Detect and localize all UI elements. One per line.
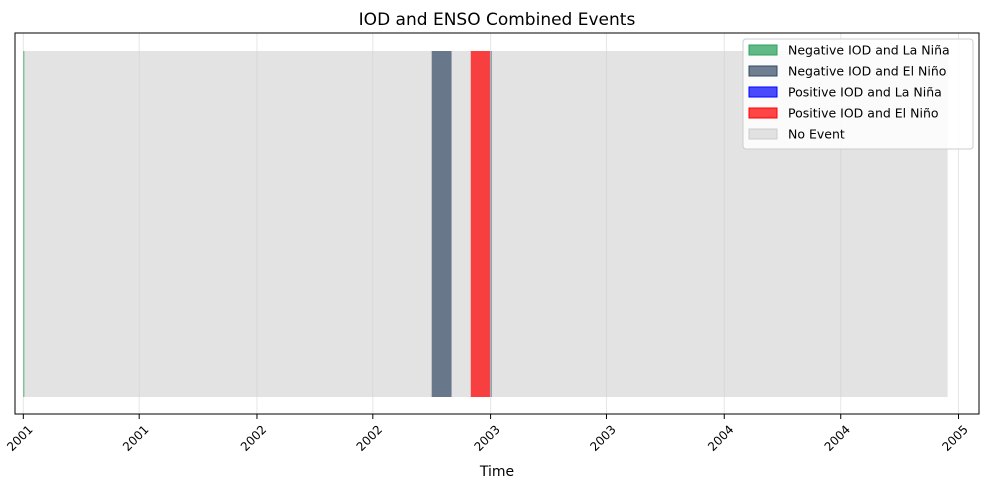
chart-title: IOD and ENSO Combined Events [359, 10, 636, 30]
legend-label: Positive IOD and El Niño [788, 106, 939, 121]
plot-frame [14, 32, 980, 415]
x-axis: 2001 2001 2002 2002 2003 2003 2004 2004 2005 [4, 414, 971, 454]
x-axis-label: Time [479, 464, 514, 480]
legend-label: Positive IOD and La Niña [788, 85, 942, 100]
legend-swatch [748, 44, 778, 56]
legend-box [742, 38, 974, 150]
legend: Negative IOD and La Niña Negative IOD and… [742, 38, 974, 150]
event-spans [23, 51, 948, 397]
event-span [23, 51, 25, 397]
legend-label: No Event [788, 127, 845, 142]
legend-label: Negative IOD and La Niña [788, 43, 950, 58]
legend-swatch [748, 128, 778, 140]
legend-swatch [748, 107, 778, 119]
event-span [431, 51, 452, 397]
legend-swatch [748, 65, 778, 77]
event-span [470, 51, 490, 397]
legend-swatch [748, 86, 778, 98]
event-span [490, 51, 492, 397]
legend-label: Negative IOD and El Niño [788, 64, 946, 79]
